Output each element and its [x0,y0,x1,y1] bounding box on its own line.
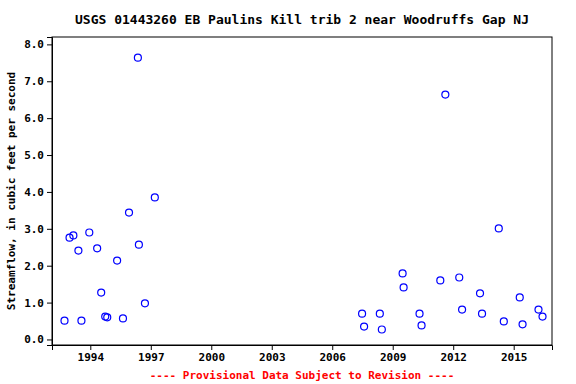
x-axis-line [53,346,553,351]
title: USGS 01443260 EB Paulins Kill trib 2 nea… [75,12,529,27]
point [418,322,425,329]
point [459,306,466,313]
x-tick-label: 1997 [138,351,165,364]
annotation: ---- Provisional Data Subject to Revisio… [150,369,455,382]
x-tick-label: 1994 [78,351,105,364]
point [495,225,502,232]
x-tick: 1994 [78,345,105,364]
point [119,315,126,322]
y-tick-mark [47,81,52,82]
point [141,300,148,307]
y-tick: 2.0 [24,260,52,273]
point [399,270,406,277]
y-axis: 0.0 1.0 2.0 3.0 4.0 5.0 6.0 7.0 8.0 [24,38,52,347]
point [479,310,486,317]
point [456,274,463,281]
y-tick-mark [47,339,52,340]
x-tick: 1997 [138,345,165,364]
y-tick-label: 8.0 [24,38,44,51]
x-tick-label: 2015 [501,351,528,364]
y-axis-title: Streamflow, in cubic feet per second [5,72,18,310]
point [516,294,523,301]
point [500,318,507,325]
point [78,317,85,324]
point [376,310,383,317]
x-tick-label: 2012 [440,351,467,364]
point [539,313,546,320]
x-tick: 2000 [199,345,226,364]
y-tick-mark [47,266,52,267]
y-tick-mark [47,44,52,45]
y-tick-label: 6.0 [24,112,44,125]
point [86,229,93,236]
y-axis-line [47,38,53,346]
y-tick: 4.0 [24,186,52,199]
x-tick: 2006 [319,345,346,364]
y-tick: 7.0 [24,75,52,88]
x-tick-mark [514,345,515,350]
point [477,290,484,297]
y-tick-mark [47,155,52,156]
y-tick-mark [47,118,52,119]
x-tick-mark [211,345,212,350]
point [378,326,385,333]
y-tick-label: 3.0 [24,223,44,236]
y-tick-label: 1.0 [24,297,44,310]
y-tick-label: 4.0 [24,186,44,199]
x-tick: 2012 [440,345,467,364]
y-tick: 8.0 [24,38,52,51]
plot: 1994 1997 2000 2003 2006 2009 2012 2015 0.0 1.0 2.… [24,37,552,364]
point [535,306,542,313]
point [104,314,111,321]
x-tick: 2015 [501,345,528,364]
x-tick-mark [272,345,273,350]
point [70,232,77,239]
y-tick: 3.0 [24,223,52,236]
x-tick-mark [393,345,394,350]
point [126,209,133,216]
y-tick: 0.0 [24,333,52,346]
x-tick: 2009 [380,345,407,364]
y-tick-label: 7.0 [24,75,44,88]
point [442,91,449,98]
point [135,241,142,248]
point [61,317,68,324]
x-tick-mark [332,345,333,350]
y-tick-label: 5.0 [24,149,44,162]
point [134,54,141,61]
y-tick-mark [47,303,52,304]
point [400,284,407,291]
x-tick-label: 2006 [319,351,346,364]
x-tick: 2003 [259,345,286,364]
x-tick-mark [90,345,91,350]
points [61,54,546,333]
chart: 1994 1997 2000 2003 2006 2009 2012 2015 0.0 1.0 2.… [0,0,576,384]
point [437,277,444,284]
point [359,310,366,317]
x-tick-mark [151,345,152,350]
x-tick-label: 2003 [259,351,286,364]
plot-frame [52,37,552,345]
x-axis: 1994 1997 2000 2003 2006 2009 2012 2015 [53,345,553,364]
x-tick-label: 2009 [380,351,407,364]
x-tick-mark [453,345,454,350]
y-tick-label: 0.0 [24,333,44,346]
point [114,257,121,264]
point [416,310,423,317]
point [98,289,105,296]
y-tick-mark [47,192,52,193]
point [361,323,368,330]
point [519,321,526,328]
y-tick-mark [47,229,52,230]
x-tick-label: 2000 [199,351,226,364]
y-tick: 6.0 [24,112,52,125]
point [94,245,101,252]
y-tick-label: 2.0 [24,260,44,273]
point [151,194,158,201]
point [75,247,82,254]
y-tick: 5.0 [24,149,52,162]
y-tick: 1.0 [24,297,52,310]
